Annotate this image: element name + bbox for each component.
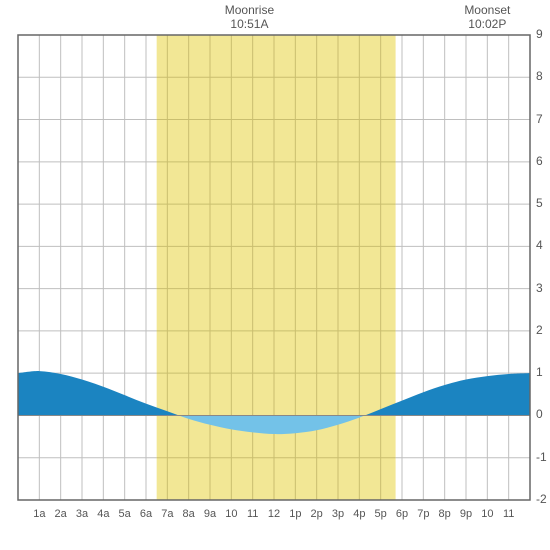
x-tick-label: 12 bbox=[268, 508, 280, 520]
x-tick-label: 10 bbox=[481, 508, 493, 520]
x-tick-label: 4p bbox=[353, 508, 365, 520]
x-tick-label: 6a bbox=[140, 508, 152, 520]
x-tick-label: 2p bbox=[311, 508, 323, 520]
moonrise-time: 10:51A bbox=[219, 17, 279, 31]
x-tick-label: 3a bbox=[76, 508, 88, 520]
moonrise-title: Moonrise bbox=[219, 3, 279, 17]
x-tick-label: 1p bbox=[289, 508, 301, 520]
y-tick-label: 6 bbox=[536, 154, 543, 168]
x-tick-label: 5p bbox=[375, 508, 387, 520]
x-tick-label: 6p bbox=[396, 508, 408, 520]
y-tick-label: 1 bbox=[536, 365, 543, 379]
x-tick-label: 4a bbox=[97, 508, 109, 520]
chart-svg bbox=[0, 0, 550, 550]
x-tick-label: 11 bbox=[503, 508, 514, 520]
tide-chart: -2-101234567891a2a3a4a5a6a7a8a9a1011121p… bbox=[0, 0, 550, 550]
y-tick-label: 8 bbox=[536, 69, 543, 83]
y-tick-label: 7 bbox=[536, 112, 543, 126]
y-tick-label: 4 bbox=[536, 238, 543, 252]
y-tick-label: 5 bbox=[536, 196, 543, 210]
moonset-time: 10:02P bbox=[457, 17, 517, 31]
y-tick-label: 9 bbox=[536, 27, 543, 41]
x-tick-label: 8p bbox=[439, 508, 451, 520]
y-tick-label: 2 bbox=[536, 323, 543, 337]
x-tick-label: 9a bbox=[204, 508, 216, 520]
moonset-title: Moonset bbox=[457, 3, 517, 17]
x-tick-label: 7a bbox=[161, 508, 173, 520]
x-tick-label: 7p bbox=[417, 508, 429, 520]
x-tick-label: 3p bbox=[332, 508, 344, 520]
x-tick-label: 2a bbox=[55, 508, 67, 520]
x-tick-label: 10 bbox=[225, 508, 237, 520]
y-tick-label: 3 bbox=[536, 281, 543, 295]
x-tick-label: 9p bbox=[460, 508, 472, 520]
x-tick-label: 8a bbox=[183, 508, 195, 520]
x-tick-label: 11 bbox=[247, 508, 258, 520]
y-tick-label: 0 bbox=[536, 407, 543, 421]
x-tick-label: 1a bbox=[33, 508, 45, 520]
x-tick-label: 5a bbox=[119, 508, 131, 520]
y-tick-label: -1 bbox=[536, 450, 547, 464]
y-tick-label: -2 bbox=[536, 492, 547, 506]
